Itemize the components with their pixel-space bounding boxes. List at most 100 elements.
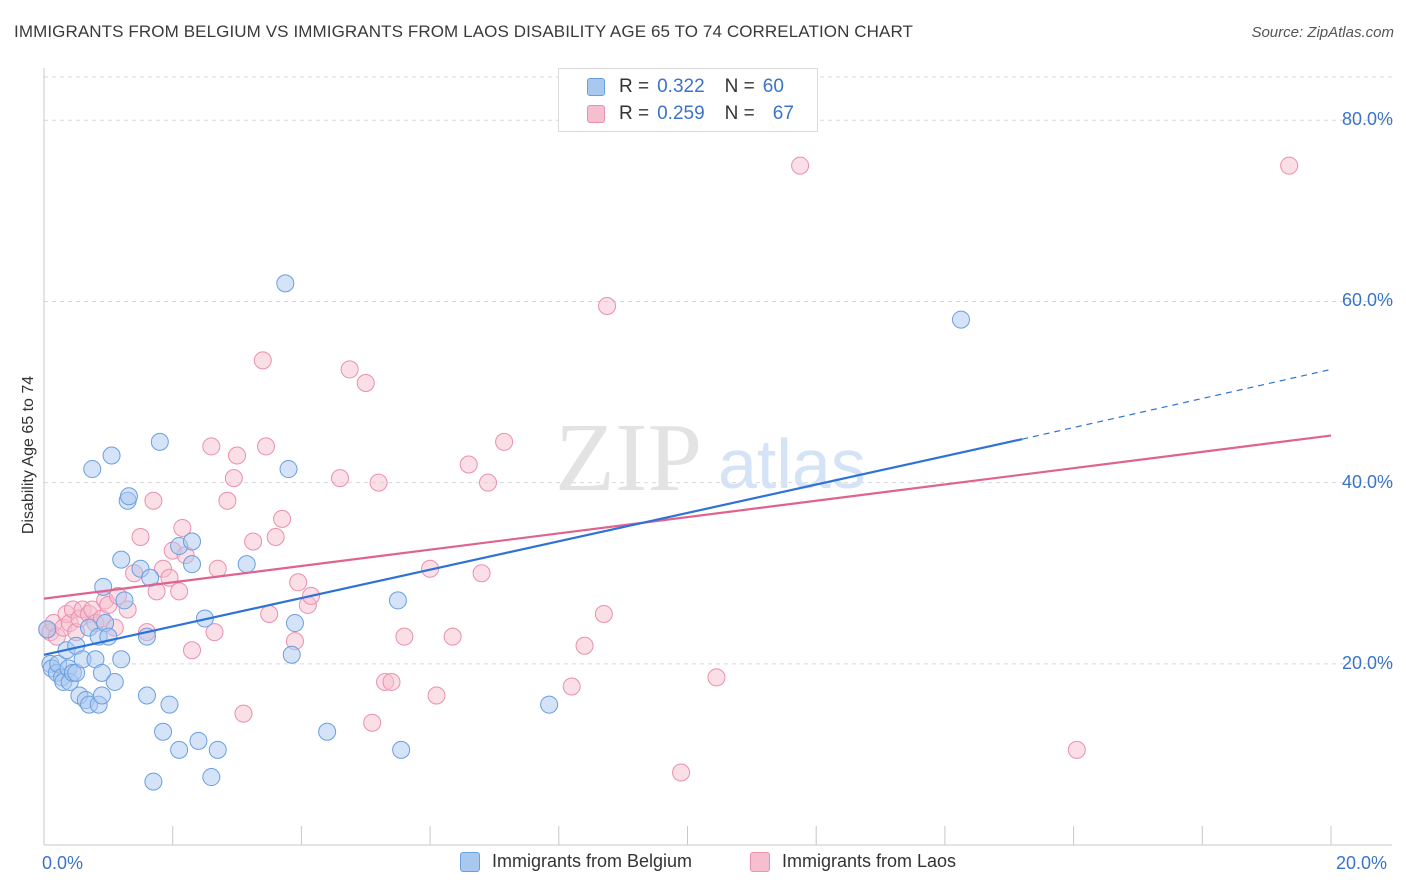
- laos-point[interactable]: [1280, 156, 1299, 175]
- belgium-swatch: [587, 78, 605, 96]
- series-legend: Immigrants from Belgium Immigrants from …: [0, 851, 1406, 877]
- belgium-point[interactable]: [183, 532, 202, 551]
- belgium-point[interactable]: [388, 591, 407, 610]
- laos-point[interactable]: [260, 605, 279, 623]
- axes: [43, 68, 1392, 846]
- belgium-point[interactable]: [102, 446, 121, 465]
- laos-point[interactable]: [479, 473, 498, 492]
- legend-item-laos[interactable]: Immigrants from Laos: [750, 851, 956, 872]
- belgium-point[interactable]: [112, 550, 131, 569]
- belgium-point[interactable]: [285, 614, 304, 633]
- belgium-point[interactable]: [183, 555, 202, 574]
- belgium-point[interactable]: [115, 591, 134, 610]
- belgium-point[interactable]: [276, 274, 295, 293]
- y-tick-label-20: 20.0%: [1341, 652, 1393, 673]
- belgium-point[interactable]: [540, 695, 559, 714]
- laos-point[interactable]: [253, 351, 272, 370]
- belgium-point[interactable]: [237, 555, 256, 574]
- grid-lines: [44, 76, 1392, 665]
- laos-point[interactable]: [443, 627, 462, 646]
- laos-point[interactable]: [395, 627, 414, 646]
- laos-point[interactable]: [273, 509, 292, 528]
- belgium-point[interactable]: [279, 460, 298, 479]
- belgium-point[interactable]: [951, 310, 970, 329]
- laos-point[interactable]: [224, 469, 243, 488]
- watermark-atlas: atlas: [718, 425, 866, 503]
- laos-point[interactable]: [459, 455, 478, 474]
- laos-point[interactable]: [266, 528, 285, 546]
- belgium-point[interactable]: [208, 740, 227, 759]
- belgium-r-value: 0.322: [657, 76, 705, 97]
- belgium-point[interactable]: [92, 686, 111, 705]
- laos-point[interactable]: [791, 156, 810, 175]
- laos-point[interactable]: [356, 374, 375, 392]
- belgium-point[interactable]: [189, 731, 208, 750]
- n-label: N =: [724, 103, 755, 124]
- laos-point[interactable]: [228, 446, 247, 465]
- belgium-point[interactable]: [137, 686, 156, 705]
- laos-swatch: [587, 105, 605, 123]
- laos-point[interactable]: [575, 636, 594, 655]
- belgium-point[interactable]: [92, 663, 111, 682]
- belgium-point[interactable]: [202, 768, 221, 787]
- laos-point[interactable]: [707, 668, 726, 687]
- laos-point[interactable]: [218, 491, 237, 510]
- belgium-point[interactable]: [170, 740, 189, 759]
- belgium-point[interactable]: [119, 487, 138, 506]
- laos-point[interactable]: [562, 677, 581, 696]
- belgium-point[interactable]: [282, 645, 301, 664]
- laos-point[interactable]: [170, 582, 189, 601]
- belgium-point[interactable]: [392, 740, 411, 759]
- laos-point[interactable]: [205, 623, 224, 642]
- laos-point[interactable]: [672, 763, 691, 782]
- laos-r-value: 0.259: [657, 103, 705, 124]
- r-label: R =: [619, 103, 650, 124]
- laos-point[interactable]: [257, 437, 276, 456]
- watermark: ZIP atlas: [555, 404, 866, 512]
- laos-point[interactable]: [331, 469, 350, 488]
- belgium-point[interactable]: [38, 620, 57, 639]
- laos-point[interactable]: [234, 704, 253, 723]
- source-label: Source: ZipAtlas.com: [1251, 24, 1394, 41]
- laos-point[interactable]: [1067, 740, 1086, 759]
- stats-legend-row-laos: R = 0.259 N = 67: [587, 102, 794, 126]
- laos-point[interactable]: [340, 360, 359, 379]
- belgium-point[interactable]: [144, 772, 163, 791]
- laos-point[interactable]: [495, 432, 514, 451]
- belgium-point[interactable]: [160, 695, 179, 714]
- laos-point[interactable]: [208, 559, 227, 578]
- belgium-point[interactable]: [318, 722, 337, 741]
- stats-legend-row-belgium: R = 0.322 N = 60: [587, 75, 784, 99]
- legend-item-belgium[interactable]: Immigrants from Belgium: [460, 851, 692, 872]
- laos-point[interactable]: [244, 532, 263, 551]
- laos-point[interactable]: [131, 528, 150, 546]
- laos-point[interactable]: [472, 564, 491, 583]
- laos-point[interactable]: [183, 641, 202, 660]
- belgium-point[interactable]: [112, 650, 131, 669]
- laos-point[interactable]: [363, 713, 382, 732]
- laos-point[interactable]: [598, 297, 617, 315]
- laos-point[interactable]: [594, 605, 613, 623]
- watermark-zip: ZIP: [555, 404, 702, 512]
- laos-point[interactable]: [382, 672, 401, 691]
- belgium-point[interactable]: [83, 460, 102, 479]
- laos-legend-swatch: [750, 851, 770, 872]
- belgium-n-value: 60: [762, 76, 784, 97]
- laos-point[interactable]: [289, 573, 308, 592]
- laos-n-value: 67: [772, 103, 794, 124]
- x-tick-label-min: 0.0%: [42, 853, 84, 873]
- laos-point[interactable]: [173, 518, 192, 537]
- belgium-point[interactable]: [105, 672, 124, 691]
- belgium-point[interactable]: [154, 722, 173, 741]
- belgium-point[interactable]: [150, 432, 169, 451]
- laos-point[interactable]: [369, 473, 388, 492]
- legend-label-laos: Immigrants from Laos: [782, 851, 957, 871]
- laos-point[interactable]: [144, 491, 163, 510]
- laos-point[interactable]: [202, 437, 221, 456]
- chart-title: IMMIGRANTS FROM BELGIUM VS IMMIGRANTS FR…: [14, 22, 914, 41]
- stats-legend: R = 0.322 N = 60 R = 0.259 N = 67: [558, 68, 818, 132]
- laos-point[interactable]: [427, 686, 446, 705]
- y-tick-label-60: 60.0%: [1341, 290, 1393, 311]
- belgium-point[interactable]: [141, 568, 160, 587]
